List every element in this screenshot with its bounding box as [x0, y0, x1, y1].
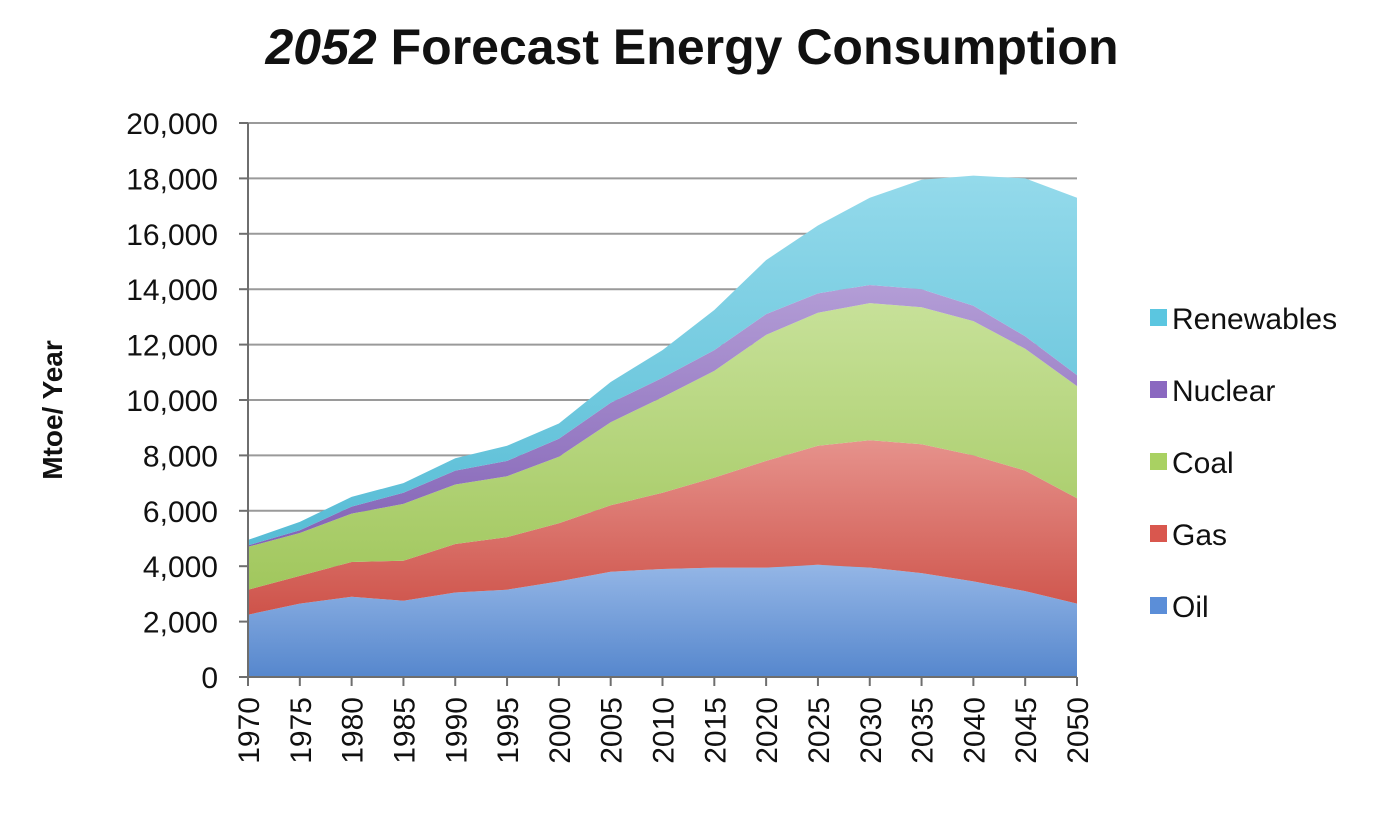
x-tick-label: 1990 [440, 697, 473, 764]
x-tick-label: 1980 [337, 697, 370, 764]
x-tick-label: 2030 [855, 697, 888, 764]
x-tick-label: 2000 [544, 697, 577, 764]
legend-swatch-coal [1150, 453, 1167, 470]
x-tick-label: 2020 [751, 697, 784, 764]
legend-swatch-nuclear [1150, 381, 1167, 398]
area-oil [248, 564, 1077, 677]
y-tick-label: 18,000 [126, 163, 218, 196]
x-tick-label: 2015 [699, 697, 732, 764]
area-gas [248, 440, 1077, 615]
x-tick-label: 2040 [958, 697, 991, 764]
y-tick-label: 6,000 [143, 496, 218, 529]
x-tick-label: 2050 [1062, 697, 1095, 764]
x-tick-label: 2025 [803, 697, 836, 764]
legend-label-nuclear: Nuclear [1172, 375, 1275, 408]
x-tick-label: 2045 [1010, 697, 1043, 764]
legend-label-oil: Oil [1172, 591, 1209, 624]
y-tick-labels: 0 2,000 4,000 6,000 8,000 10,000 12,000 14,000 1… [126, 108, 218, 695]
y-tick-label: 4,000 [143, 551, 218, 584]
y-tick-label: 12,000 [126, 330, 218, 363]
legend-swatch-oil [1150, 597, 1167, 614]
chart-title-rest: Forecast Energy Consumption [376, 19, 1119, 75]
y-tick-label: 0 [201, 662, 218, 695]
y-tick-label: 16,000 [126, 219, 218, 252]
x-tick-labels: 1970 1975 1980 1985 1990 1995 2000 2005 2010 2015… [233, 697, 1095, 764]
area-nuclear [248, 285, 1077, 547]
y-tick-label: 2,000 [143, 607, 218, 640]
x-tick-label: 1975 [285, 697, 318, 764]
legend-label-coal: Coal [1172, 447, 1234, 480]
y-tick-label: 10,000 [126, 385, 218, 418]
legend-swatch-gas [1150, 525, 1167, 542]
x-tick-label: 2010 [648, 697, 681, 764]
area-series [248, 175, 1077, 677]
area-renewables [248, 175, 1077, 546]
chart-title-emphasis: 2052 [265, 19, 377, 75]
x-tick-label: 2005 [596, 697, 629, 764]
area-coal [248, 303, 1077, 590]
legend: Renewables Nuclear Coal Gas Oil [1150, 303, 1337, 624]
y-axis-label: Mtoe/ Year [37, 340, 68, 480]
legend-label-renewables: Renewables [1172, 303, 1337, 336]
axes [239, 122, 1078, 686]
legend-label-gas: Gas [1172, 519, 1227, 552]
y-tick-label: 8,000 [143, 440, 218, 473]
x-tick-label: 1970 [233, 697, 266, 764]
x-tick-label: 2035 [907, 697, 940, 764]
legend-swatch-renewables [1150, 309, 1167, 326]
x-tick-label: 1995 [492, 697, 525, 764]
chart-title: 2052 Forecast Energy Consumption [0, 18, 1384, 76]
y-tick-label: 20,000 [126, 108, 218, 141]
y-tick-label: 14,000 [126, 274, 218, 307]
x-tick-label: 1985 [388, 697, 421, 764]
